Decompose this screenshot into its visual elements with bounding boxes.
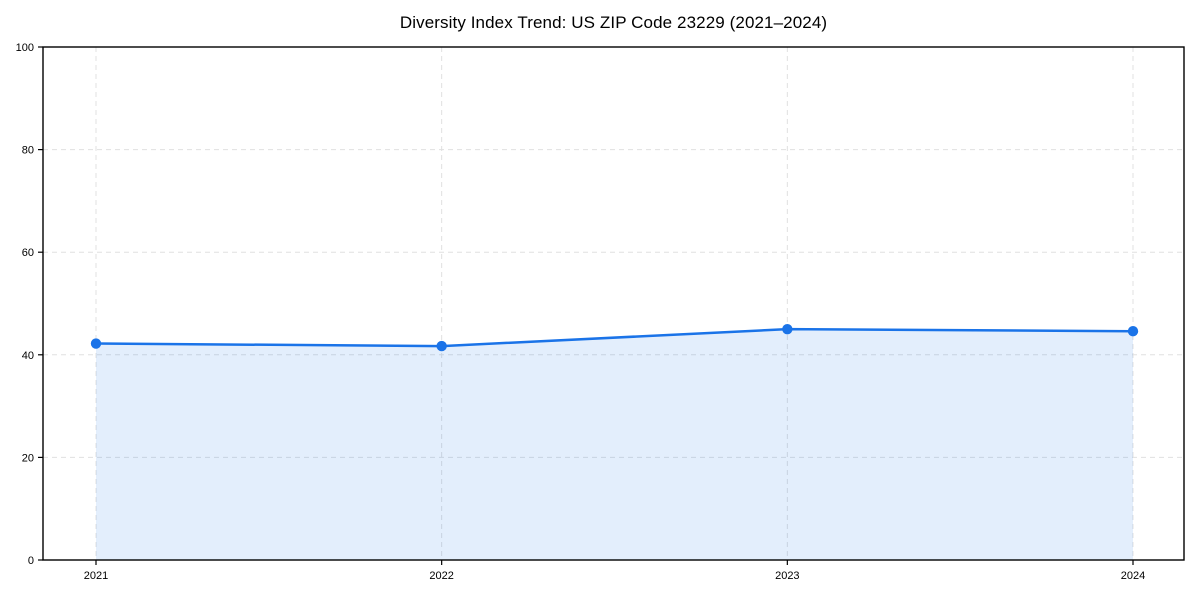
x-tick-label: 2022: [429, 570, 453, 582]
chart-title: Diversity Index Trend: US ZIP Code 23229…: [399, 13, 828, 32]
data-point-marker: [1127, 326, 1139, 337]
data-line: [94, 327, 1135, 348]
y-tick-label: 40: [22, 350, 34, 362]
x-tick-label: 2021: [84, 570, 108, 582]
x-tick-label: 2023: [775, 570, 799, 582]
x-tick-label: 2024: [1121, 570, 1145, 582]
data-point-marker: [90, 338, 102, 349]
data-point-marker: [436, 340, 447, 352]
y-tick-label: 60: [22, 247, 34, 259]
y-tick-label: 80: [22, 145, 34, 157]
area-fill: [96, 329, 1133, 560]
y-tick-label: 100: [16, 42, 34, 54]
y-tick-label: 20: [22, 452, 34, 464]
plot-border: [42, 46, 1185, 561]
data-point-marker: [782, 323, 793, 335]
y-tick-label: 0: [28, 555, 34, 567]
